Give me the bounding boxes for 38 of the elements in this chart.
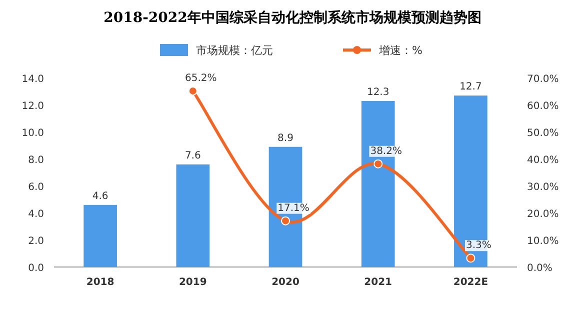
point bbox=[374, 159, 383, 168]
data-label: 3.3% bbox=[466, 240, 492, 252]
y2-tick-label: 10.0% bbox=[527, 236, 559, 247]
y-tick-label: 4.0 bbox=[28, 209, 44, 220]
x-tick-label: 2018 bbox=[86, 277, 114, 288]
chart-title: 2018-2022年中国综采自动化控制系统市场规模预测趋势图 bbox=[104, 9, 482, 26]
x-tick-label: 2020 bbox=[272, 277, 300, 288]
data-label: 12.7 bbox=[460, 82, 482, 93]
y2-tick-label: 20.0% bbox=[527, 209, 559, 220]
bar bbox=[84, 204, 117, 267]
data-label: 8.9 bbox=[278, 132, 294, 144]
y2-tick-label: 60.0% bbox=[527, 101, 559, 112]
data-label: 12.3 bbox=[366, 86, 390, 98]
point bbox=[281, 216, 290, 226]
y-tick-label: 2.0 bbox=[28, 236, 44, 247]
legend-label: 增速：% bbox=[378, 44, 422, 57]
data-label: 7.6 bbox=[184, 150, 201, 162]
y-tick-label: 10.0 bbox=[22, 128, 44, 139]
y-tick-label: 8.0 bbox=[28, 155, 44, 166]
data-label: 4.6 bbox=[92, 190, 108, 202]
y2-tick-label: 50.0% bbox=[527, 128, 559, 139]
x-tick-label: 2022E bbox=[453, 277, 488, 288]
y2-tick-label: 30.0% bbox=[527, 182, 559, 193]
y2-tick-label: 0.0% bbox=[527, 263, 552, 274]
y-tick-label: 12.0 bbox=[22, 101, 44, 112]
legend-label: 市场规模：亿元 bbox=[196, 44, 273, 57]
y-tick-label: 14.0 bbox=[22, 74, 44, 85]
point bbox=[466, 254, 476, 263]
data-label: 38.2% bbox=[370, 146, 402, 157]
x-tick-label: 2019 bbox=[178, 277, 207, 288]
y2-tick-label: 40.0% bbox=[527, 155, 559, 166]
bar bbox=[176, 164, 210, 267]
data-label: 65.2% bbox=[185, 72, 217, 84]
y-tick-label: 0.0 bbox=[28, 263, 44, 274]
y2-tick-label: 70.0% bbox=[527, 74, 559, 85]
x-tick-label: 2021 bbox=[364, 277, 392, 288]
data-label: 17.1% bbox=[278, 202, 310, 214]
y-tick-label: 6.0 bbox=[28, 182, 44, 193]
